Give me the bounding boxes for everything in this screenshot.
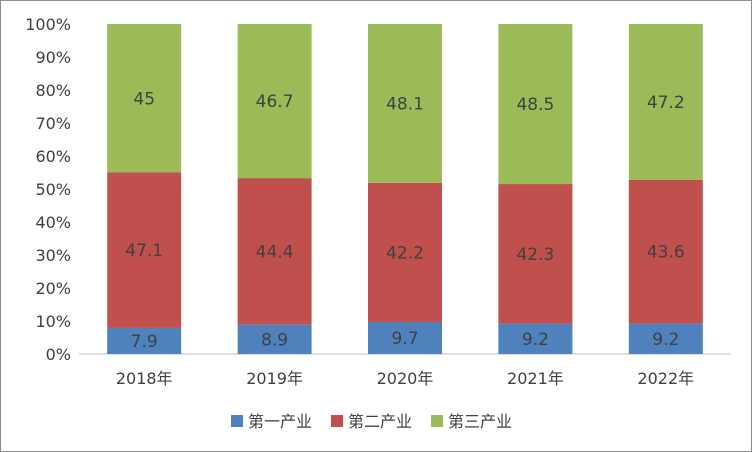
data-label: 47.1 (125, 241, 163, 261)
y-tick-label: 0% (46, 345, 71, 364)
data-label: 43.6 (647, 243, 685, 263)
y-tick-label: 80% (35, 81, 71, 100)
data-label: 44.4 (256, 242, 294, 262)
y-tick-label: 100% (25, 15, 71, 34)
bar-segment (368, 321, 442, 354)
x-tick-label: 2018年 (116, 369, 173, 388)
bar-segment (628, 24, 703, 180)
data-label: 9.7 (391, 329, 418, 349)
data-label: 42.2 (386, 243, 424, 263)
bar-segment (368, 24, 442, 183)
bar-segment (237, 178, 312, 325)
bar-segment (237, 324, 312, 354)
y-tick-label: 50% (35, 180, 71, 199)
y-tick-label: 60% (35, 147, 71, 166)
x-tick-label: 2022年 (637, 369, 694, 388)
data-label: 9.2 (522, 330, 549, 350)
bar-segment (498, 24, 573, 185)
legend-swatch (431, 415, 443, 427)
bar-segment (498, 184, 573, 324)
x-tick-label: 2019年 (246, 369, 303, 388)
y-tick-label: 70% (35, 114, 71, 133)
bar-segment (628, 323, 703, 354)
legend-label: 第三产业 (448, 412, 512, 431)
bar-segment (237, 24, 312, 179)
legend-label: 第二产业 (348, 412, 412, 431)
bar-segment (368, 182, 442, 322)
y-tick-label: 90% (35, 48, 71, 67)
data-label: 8.9 (261, 330, 288, 350)
data-label: 47.2 (647, 93, 685, 113)
y-tick-label: 40% (35, 213, 71, 232)
y-tick-label: 10% (35, 312, 71, 331)
y-tick-label: 20% (35, 279, 71, 298)
y-tick-label: 30% (35, 246, 71, 265)
bar-segment (107, 172, 182, 328)
x-tick-label: 2021年 (507, 369, 564, 388)
data-label: 48.1 (386, 94, 424, 114)
legend-swatch (231, 415, 243, 427)
data-label: 46.7 (256, 92, 294, 112)
data-label: 45 (133, 89, 155, 109)
data-label: 42.3 (516, 245, 554, 265)
bar-segment (107, 24, 182, 173)
legend-label: 第一产业 (248, 412, 312, 431)
bar-segment (498, 323, 573, 354)
data-label: 9.2 (652, 330, 679, 350)
bar-segment (107, 327, 182, 354)
data-label: 7.9 (131, 332, 158, 352)
bar-segment (628, 179, 703, 324)
data-label: 48.5 (516, 95, 554, 115)
x-tick-label: 2020年 (377, 369, 434, 388)
legend-swatch (331, 415, 343, 427)
